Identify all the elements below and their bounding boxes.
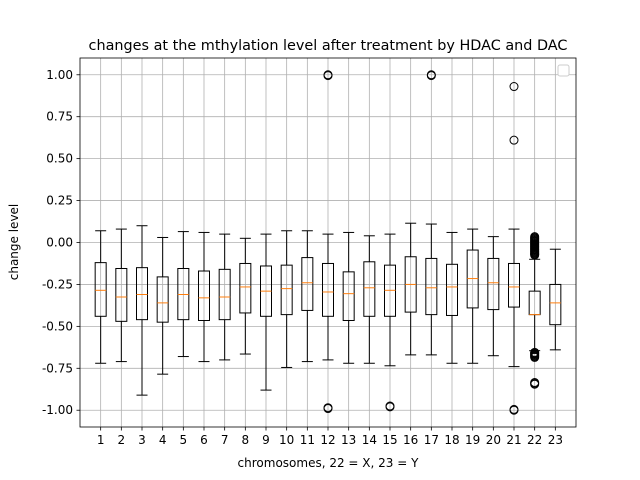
y-tick-label: 0.00 xyxy=(46,236,73,250)
outlier-point xyxy=(385,402,395,412)
y-tick-label: 0.25 xyxy=(46,194,73,208)
outlier-point xyxy=(509,405,519,415)
outlier-point xyxy=(530,352,540,362)
x-tick-label: 18 xyxy=(444,433,459,447)
iqr-box xyxy=(446,263,458,316)
x-tick-label: 10 xyxy=(279,433,294,447)
x-tick-label: 5 xyxy=(180,433,188,447)
box-chromosome-4 xyxy=(156,236,169,375)
outlier-point xyxy=(323,71,333,81)
box-chromosome-3 xyxy=(136,225,148,396)
iqr-box xyxy=(198,270,210,321)
y-tick-label: -1.00 xyxy=(42,403,73,417)
iqr-box xyxy=(115,267,128,322)
iqr-box xyxy=(301,257,314,311)
outlier-point xyxy=(509,82,519,92)
iqr-box xyxy=(487,257,500,311)
box-chromosome-6 xyxy=(198,231,210,363)
x-tick-label: 14 xyxy=(362,433,377,447)
box-chromosome-23 xyxy=(549,248,562,351)
x-tick-label: 15 xyxy=(382,433,397,447)
x-tick-label: 8 xyxy=(242,433,250,447)
box-chromosome-11 xyxy=(301,230,314,363)
x-tick-label: 13 xyxy=(341,433,356,447)
x-axis-label: chromosomes, 22 = X, 23 = Y xyxy=(238,456,420,470)
box-chromosome-15 xyxy=(384,233,396,412)
boxplots xyxy=(94,70,562,415)
box-chromosome-5 xyxy=(177,231,190,358)
y-tick-label: 0.75 xyxy=(46,110,73,124)
x-tick-label: 9 xyxy=(262,433,270,447)
box-chromosome-19 xyxy=(466,228,479,364)
x-tick-label: 1 xyxy=(97,433,105,447)
x-tick-label: 4 xyxy=(159,433,167,447)
chart-title: changes at the mthylation level after tr… xyxy=(89,38,568,54)
outlier-point xyxy=(530,379,540,389)
box-chromosome-18 xyxy=(446,231,458,364)
y-tick-label: -0.25 xyxy=(42,277,73,291)
iqr-box xyxy=(280,264,293,316)
iqr-box xyxy=(94,262,107,317)
box-chromosome-8 xyxy=(239,237,252,355)
iqr-box xyxy=(342,271,355,321)
box-chromosome-13 xyxy=(342,231,355,364)
iqr-box xyxy=(218,268,231,321)
x-tick-label: 17 xyxy=(424,433,439,447)
x-tick-label: 19 xyxy=(465,433,480,447)
y-tick-label: -0.50 xyxy=(42,319,73,333)
iqr-box xyxy=(156,276,169,323)
y-tick-label: 1.00 xyxy=(46,68,73,82)
x-tick-label: 22 xyxy=(527,433,542,447)
box-chromosome-10 xyxy=(280,230,293,368)
y-tick-label: 0.50 xyxy=(46,152,73,166)
box-chromosome-16 xyxy=(404,222,417,356)
box-chromosome-14 xyxy=(363,235,376,364)
y-tick-label: -0.75 xyxy=(42,361,73,375)
x-tick-label: 12 xyxy=(320,433,335,447)
x-tick-label: 20 xyxy=(486,433,501,447)
box-chromosome-7 xyxy=(218,233,231,361)
x-tick-label: 11 xyxy=(300,433,315,447)
x-tick-label: 16 xyxy=(403,433,418,447)
box-chromosome-9 xyxy=(260,233,272,391)
iqr-box xyxy=(425,257,438,316)
axis-ticks: -1.00 -0.75 -0.50 -0.25 0.00 0.25 0.50 0.75 1.00… xyxy=(42,68,563,447)
iqr-box xyxy=(363,261,376,317)
box-chromosome-21 xyxy=(508,82,520,415)
outlier-point xyxy=(323,404,333,414)
x-tick-label: 21 xyxy=(506,433,521,447)
outlier-point xyxy=(509,135,519,145)
iqr-box xyxy=(322,262,334,317)
outlier-point xyxy=(530,250,540,260)
box-chromosome-20 xyxy=(487,236,500,357)
iqr-box xyxy=(239,262,252,314)
x-tick-label: 7 xyxy=(221,433,229,447)
iqr-box xyxy=(136,267,148,321)
box-chromosome-1 xyxy=(94,230,107,364)
y-axis-label: change level xyxy=(7,204,21,281)
box-chromosome-17 xyxy=(425,70,438,356)
x-tick-label: 6 xyxy=(200,433,208,447)
iqr-box xyxy=(549,283,562,326)
outlier-point xyxy=(426,71,436,81)
box-chromosome-22 xyxy=(528,232,541,389)
box-chromosome-12 xyxy=(322,70,334,414)
legend xyxy=(557,64,570,77)
box-chromosome-2 xyxy=(115,228,128,363)
x-tick-label: 3 xyxy=(138,433,146,447)
x-tick-label: 2 xyxy=(118,433,126,447)
iqr-box xyxy=(508,262,520,308)
x-tick-label: 23 xyxy=(548,433,563,447)
